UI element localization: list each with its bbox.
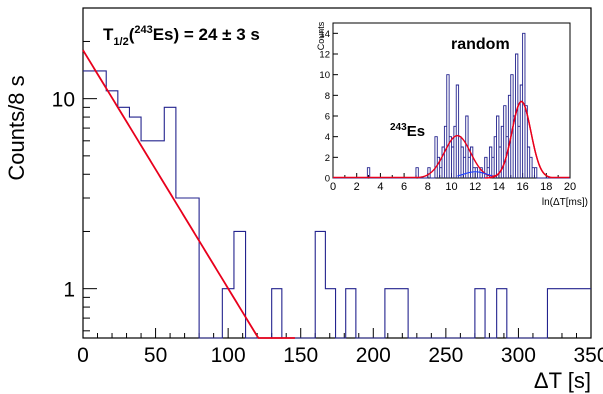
inset-y-tick-label: 2: [325, 153, 330, 164]
annotation-sup: 243: [134, 24, 152, 36]
main-x-tick-label: 0: [77, 344, 89, 367]
main-histogram-steps: [83, 70, 591, 339]
inset-x-tick-label: 8: [425, 181, 431, 193]
inset-background-curve: [457, 171, 493, 177]
main-y-ticks: 1 10: [52, 7, 97, 332]
inset-y-tick-label: 6: [325, 112, 330, 123]
inset-x-tick-label: 18: [540, 181, 552, 193]
inset-x-tick-label: 2: [354, 181, 360, 193]
main-histogram: [83, 70, 591, 339]
inset-y-ticks: 0 2 4 6 8 10 12 14: [319, 29, 338, 185]
inset-es-sup: 243: [390, 122, 407, 133]
inset-y-axis-label: Counts: [316, 21, 326, 50]
main-x-tick-label: 350: [573, 344, 603, 367]
inset-histogram-steps: [333, 32, 570, 179]
inset-x-tick-label: 16: [516, 181, 528, 193]
main-x-tick-label: 100: [211, 344, 246, 367]
y-axis-label: Counts/8 s: [4, 75, 29, 180]
inset-x-tick-label: 14: [493, 181, 505, 193]
half-life-fit-curve: [82, 49, 295, 339]
main-x-tick-label: 50: [144, 344, 167, 367]
inset-y-tick-label: 10: [319, 70, 330, 81]
main-x-tick-label: 300: [501, 344, 536, 367]
inset-random-label: random: [451, 36, 510, 53]
inset-x-tick-label: 4: [377, 181, 383, 193]
inset-es-text: Es: [407, 123, 425, 140]
main-y-tick-label: 1: [63, 279, 75, 302]
inset-y-tick-label: 0: [325, 174, 330, 185]
main-x-tick-label: 150: [283, 344, 318, 367]
inset-x-tick-label: 0: [330, 181, 336, 193]
inset-x-tick-label: 12: [469, 181, 481, 193]
main-x-tick-label: 250: [428, 344, 463, 367]
inset-background: [288, 10, 588, 214]
inset-random-gaussian-fit: [484, 100, 552, 179]
inset-histogram: [333, 32, 570, 179]
inset-y-tick-label: 4: [325, 132, 330, 143]
inset-y-tick-label: 8: [325, 91, 330, 102]
half-life-annotation: T1/2(243Es) = 24 ± 3 s: [103, 24, 260, 48]
annotation-sub: 1/2: [113, 36, 128, 48]
inset-x-axis-label: ln(ΔT[ms]): [542, 197, 588, 208]
main-x-tick-label: 200: [356, 344, 391, 367]
inset-x-tick-label: 20: [564, 181, 576, 193]
annotation-t: T: [103, 25, 114, 44]
annotation-open: (: [129, 25, 135, 44]
inset-x-tick-label: 10: [445, 181, 457, 193]
inset-x-tick-label: 6: [401, 181, 407, 193]
annotation-rest: Es) = 24 ± 3 s: [153, 25, 260, 44]
inset-es-label: 243Es: [390, 122, 425, 140]
inset-y-tick-label: 14: [319, 29, 330, 40]
main-x-ticks: 0 50 100 150 200 250 300 350: [77, 328, 603, 367]
inset-y-tick-label: 12: [319, 50, 330, 61]
x-axis-label: ΔT [s]: [534, 368, 591, 393]
main-y-tick-label: 10: [52, 89, 75, 112]
